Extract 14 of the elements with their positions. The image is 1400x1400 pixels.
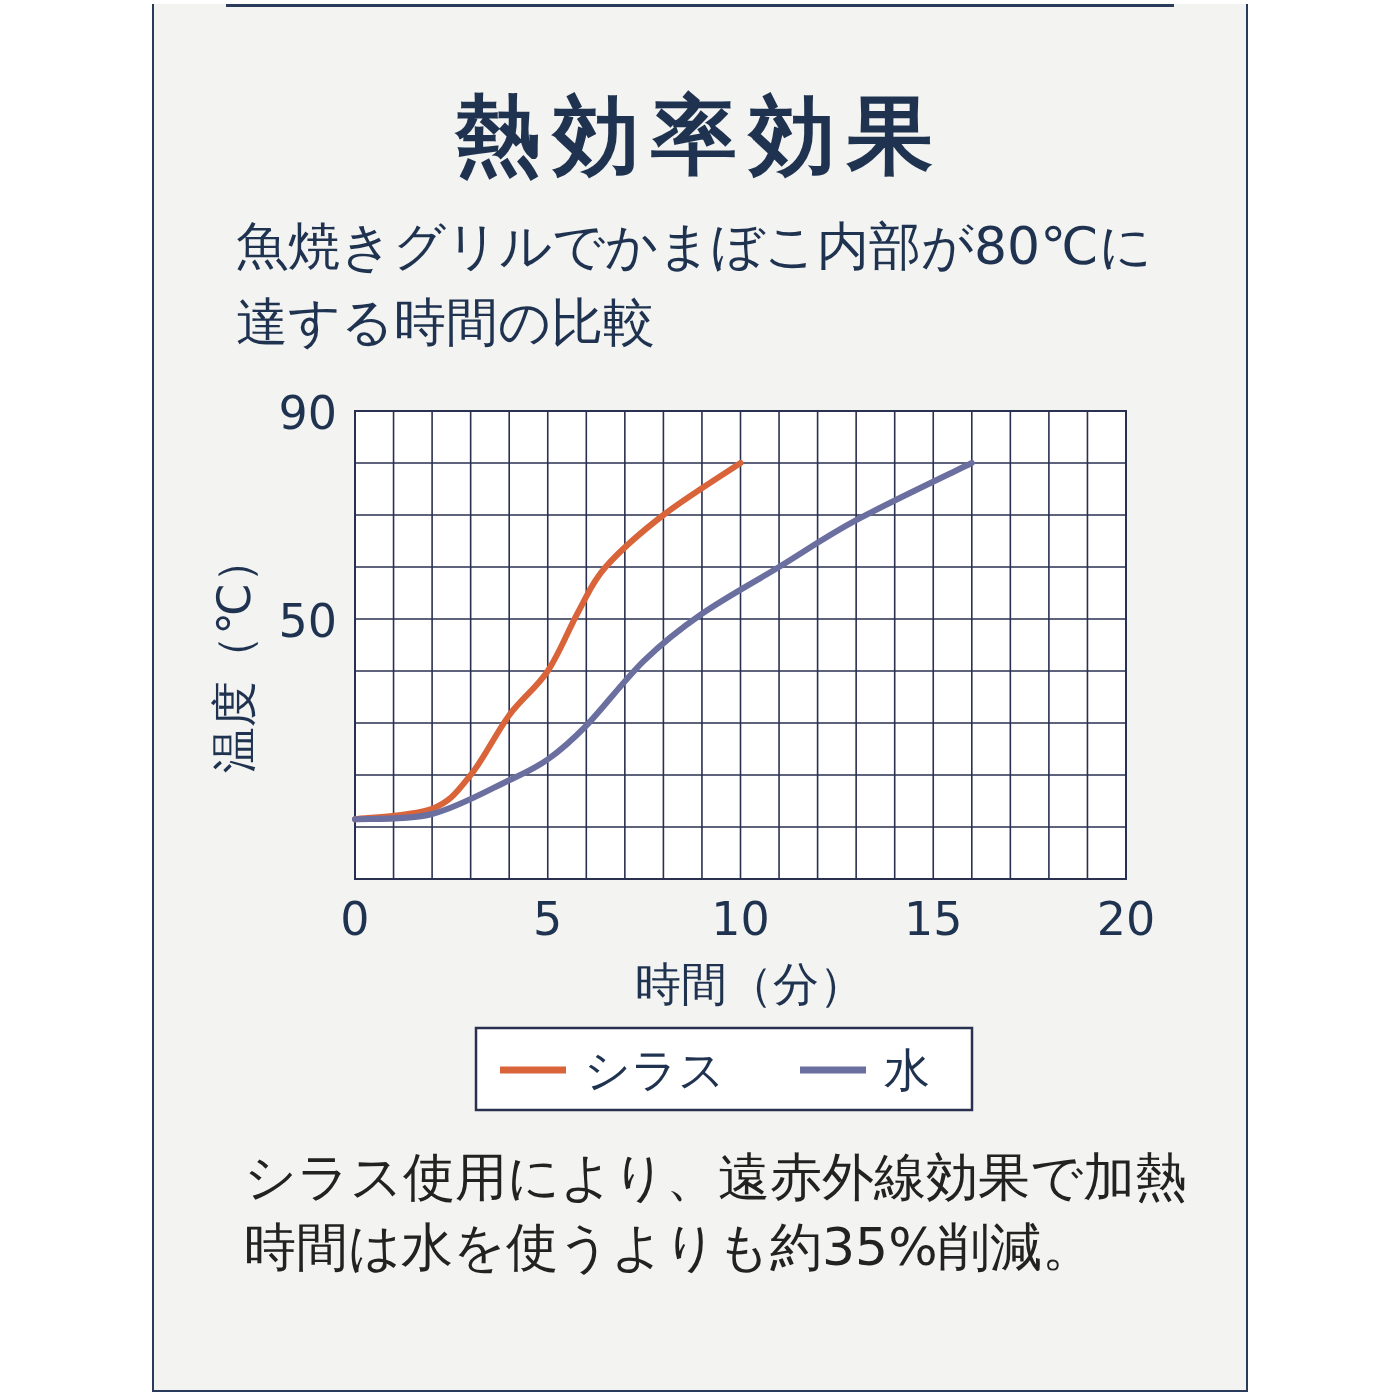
legend-label: シラス — [584, 1043, 725, 1097]
y-tick-label: 90 — [278, 386, 337, 440]
x-tick-label: 20 — [1096, 892, 1156, 946]
text: シラス使用により、遠赤外線効果で加熱時間は水を使うよりも約35%削減。 — [244, 1146, 1188, 1279]
chart-subtitle: 魚焼きグリルでかまぼこ内部が80℃に達する時間の比較 — [236, 215, 1153, 354]
x-axis-title: 時間（分） — [635, 957, 865, 1011]
x-tick-label: 15 — [903, 892, 963, 946]
legend-label: 水 — [884, 1043, 930, 1097]
y-axis-title: 温度（℃） — [207, 537, 261, 773]
chart-title: 熱効率効果 — [454, 84, 946, 187]
x-tick-label: 0 — [340, 892, 370, 946]
y-tick-label: 50 — [278, 594, 337, 648]
x-tick-label: 10 — [711, 892, 770, 946]
x-tick-label: 5 — [533, 892, 563, 946]
